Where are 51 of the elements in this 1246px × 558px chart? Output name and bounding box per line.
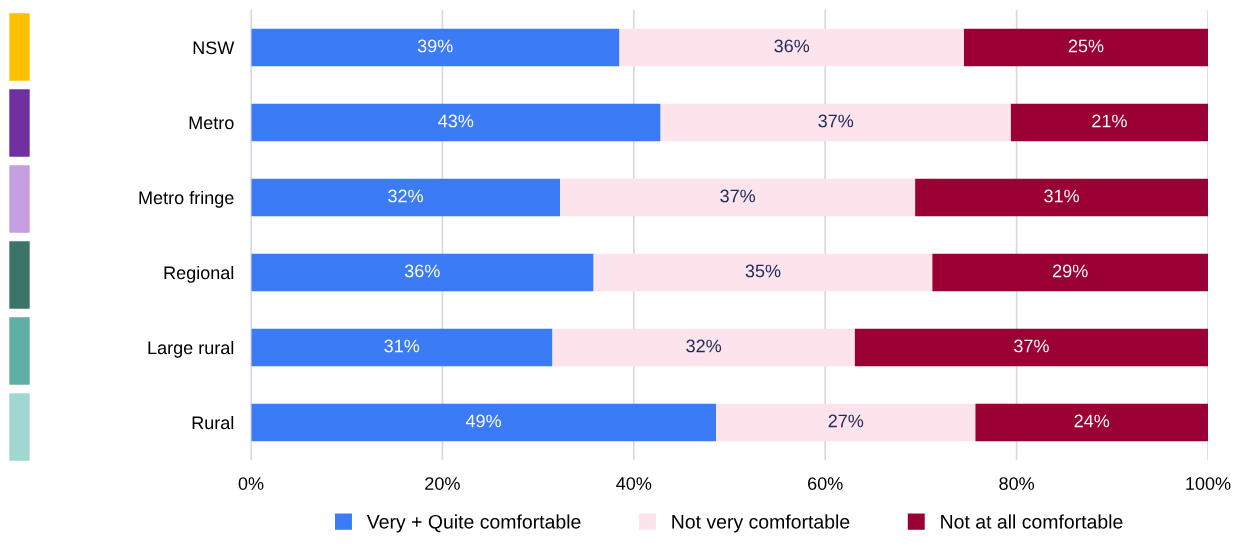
y-tick-label: Metro bbox=[189, 116, 234, 130]
data-label: 35% bbox=[745, 264, 781, 278]
data-label: 31% bbox=[384, 339, 420, 353]
data-label: 32% bbox=[388, 189, 423, 203]
bar bbox=[251, 103, 661, 142]
y-tick-label: Regional bbox=[164, 265, 234, 283]
bar bbox=[593, 253, 933, 292]
bar bbox=[975, 403, 1208, 442]
y-tick-label: Large rural bbox=[148, 340, 234, 358]
x-tick-label: 40% bbox=[616, 477, 652, 490]
data-label: 31% bbox=[1044, 189, 1080, 203]
bar bbox=[251, 178, 561, 217]
bar bbox=[251, 328, 553, 367]
data-label: 36% bbox=[774, 39, 810, 53]
bar bbox=[716, 403, 976, 442]
bar bbox=[251, 253, 594, 292]
x-tick-label: 100% bbox=[1186, 477, 1231, 490]
bar bbox=[932, 253, 1208, 292]
x-tick-label: 80% bbox=[999, 477, 1035, 490]
bar bbox=[915, 178, 1208, 217]
data-label: 37% bbox=[818, 114, 854, 128]
bar bbox=[251, 403, 717, 442]
bar bbox=[1010, 103, 1208, 142]
legend-label: Very + Quite comfortable bbox=[366, 514, 581, 533]
bar bbox=[619, 28, 964, 67]
bar bbox=[251, 28, 620, 67]
bar bbox=[854, 328, 1208, 367]
y-tick-label: NSW bbox=[193, 41, 235, 55]
data-label: 24% bbox=[1074, 414, 1110, 428]
data-label: 21% bbox=[1092, 114, 1127, 128]
x-tick-label: 0% bbox=[238, 477, 264, 490]
x-tick-label: 60% bbox=[808, 477, 843, 490]
bar bbox=[552, 328, 855, 367]
bar bbox=[560, 178, 916, 217]
data-label: 39% bbox=[417, 39, 453, 53]
data-label: 49% bbox=[465, 414, 501, 428]
data-label: 37% bbox=[720, 189, 756, 203]
data-label: 43% bbox=[438, 114, 474, 128]
legend-label: Not very comfortable bbox=[672, 514, 850, 533]
bar bbox=[963, 28, 1208, 67]
y-tick-label: Rural bbox=[192, 415, 234, 430]
data-label: 27% bbox=[828, 414, 864, 428]
data-label: 32% bbox=[686, 339, 722, 353]
y-tick-label: Metro fringe bbox=[139, 190, 234, 208]
data-label: 37% bbox=[1014, 339, 1049, 353]
bar bbox=[660, 103, 1011, 142]
data-label: 29% bbox=[1053, 264, 1088, 278]
x-tick-label: 20% bbox=[425, 477, 460, 490]
data-label: 36% bbox=[404, 264, 440, 278]
data-label: 25% bbox=[1068, 39, 1104, 53]
legend-label: Not at all comfortable bbox=[941, 514, 1123, 529]
